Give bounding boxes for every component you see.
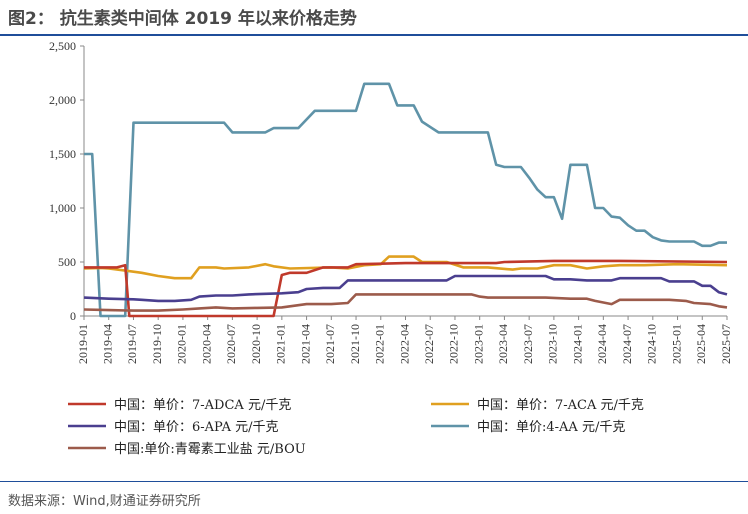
x-tick-label: 2020-10 <box>249 324 263 364</box>
x-tick-label: 2024-10 <box>645 324 659 364</box>
line-chart: 0 500 1,000 1,500 2,000 2,500 2019-01 2019-04 20… <box>49 39 733 457</box>
x-tick-label: 2024-01 <box>570 324 584 364</box>
x-tick-label: 2024-07 <box>620 324 634 364</box>
x-tick-label: 2025-01 <box>669 324 683 364</box>
y-tick-label: 2,500 <box>49 39 76 53</box>
x-tick-label: 2022-04 <box>397 324 411 364</box>
x-tick-label: 2020-07 <box>224 324 238 364</box>
series-line-2 <box>83 274 728 303</box>
series-line-4 <box>83 293 728 312</box>
x-tick-label: 2021-04 <box>298 324 312 364</box>
x-tick-label: 2020-04 <box>199 324 213 364</box>
x-tick-label: 2022-10 <box>447 324 461 364</box>
legend-label-0: 中国：单价：7-ADCA 元/千克 <box>114 398 291 413</box>
legend-label-2: 中国：单价：6-APA 元/千克 <box>114 420 279 435</box>
x-tick-label: 2020-01 <box>175 324 189 364</box>
y-tick-label: 2,000 <box>49 93 76 107</box>
x-tick-label: 2019-04 <box>100 324 114 364</box>
x-tick-label: 2023-10 <box>546 324 560 364</box>
x-tick-label: 2025-04 <box>694 324 708 364</box>
x-tick-label: 2023-04 <box>496 324 510 364</box>
series-line-3 <box>84 82 727 318</box>
chart-series <box>83 82 728 318</box>
source-rule <box>0 481 748 482</box>
x-tick-label: 2021-10 <box>348 324 362 364</box>
series-line-0 <box>84 259 728 318</box>
figure-title: 图2： 抗生素类中间体 2019 年以来价格走势 <box>8 9 357 29</box>
y-tick-label: 0 <box>70 309 76 323</box>
x-tick-label: 2021-07 <box>323 324 337 364</box>
source-note: 数据来源：Wind,财通证券研究所 <box>8 494 201 509</box>
title-rule <box>0 34 748 36</box>
x-tick-label: 2021-01 <box>274 324 288 364</box>
x-tick-label: 2019-01 <box>76 324 90 364</box>
y-tick-label: 500 <box>58 255 76 269</box>
legend-label-4: 中国:单价:青霉素工业盐 元/BOU <box>114 442 306 457</box>
x-tick-label: 2023-07 <box>521 324 535 364</box>
chart-axes: 0 500 1,000 1,500 2,000 2,500 2019-01 2019-04 20… <box>49 39 733 364</box>
x-tick-label: 2023-01 <box>471 324 485 364</box>
y-tick-label: 1,000 <box>49 201 76 215</box>
y-tick-label: 1,500 <box>49 147 76 161</box>
x-tick-label: 2019-10 <box>150 324 164 364</box>
x-tick-label: 2024-04 <box>595 324 609 364</box>
x-tick-label: 2022-01 <box>373 324 387 364</box>
legend-label-3: 中国：单价:4-AA 元/千克 <box>477 420 625 435</box>
chart-legend: 中国：单价：7-ADCA 元/千克 中国：单价：7-ACA 元/千克中国：单价：6… <box>68 398 644 457</box>
x-tick-label: 2019-07 <box>125 324 139 364</box>
x-tick-label: 2025-07 <box>719 324 733 364</box>
legend-label-1: 中国：单价：7-ACA 元/千克 <box>477 398 644 413</box>
x-tick-label: 2022-07 <box>422 324 436 364</box>
